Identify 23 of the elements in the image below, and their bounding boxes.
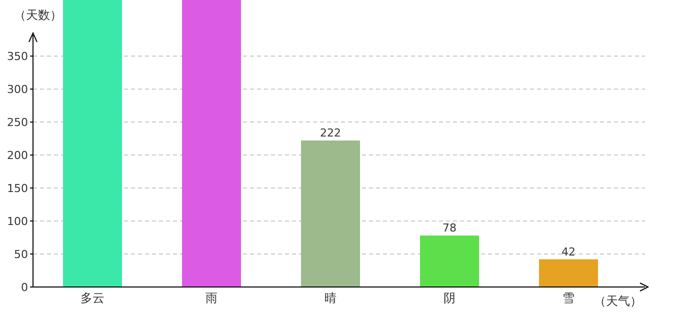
x-tick-label: 雨 bbox=[206, 291, 218, 305]
bar bbox=[63, 0, 122, 287]
y-tick-label: 100 bbox=[7, 215, 28, 228]
data-label: 42 bbox=[562, 245, 576, 258]
x-tick-label: 阴 bbox=[444, 291, 456, 305]
x-tick-label: 雪 bbox=[562, 291, 574, 305]
bar bbox=[182, 0, 241, 287]
y-tick-label: 0 bbox=[21, 281, 28, 294]
y-tick-label: 350 bbox=[7, 50, 28, 64]
y-tick-label: 150 bbox=[7, 182, 28, 196]
x-axis-title: （天气） bbox=[594, 294, 642, 308]
data-label: 78 bbox=[442, 222, 456, 235]
bar bbox=[539, 259, 598, 287]
y-tick-label: 50 bbox=[14, 248, 28, 262]
y-tick-label: 300 bbox=[7, 83, 28, 96]
bar bbox=[301, 140, 360, 287]
bar bbox=[420, 236, 479, 287]
x-tick-label: 晴 bbox=[324, 291, 336, 305]
x-tick-label: 多云 bbox=[80, 291, 104, 305]
y-tick-label: 200 bbox=[7, 149, 28, 162]
data-label: 222 bbox=[320, 126, 341, 140]
y-axis-title: （天数） bbox=[14, 8, 62, 22]
y-tick-label: 250 bbox=[7, 116, 28, 130]
